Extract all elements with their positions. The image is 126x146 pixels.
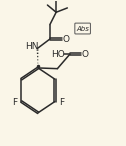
Text: O: O — [63, 34, 70, 44]
Text: F: F — [59, 98, 64, 107]
Text: F: F — [12, 98, 17, 107]
Text: O: O — [82, 50, 89, 59]
FancyBboxPatch shape — [75, 23, 90, 34]
Text: Abs: Abs — [76, 26, 89, 32]
Text: HN: HN — [25, 42, 39, 52]
Text: HO: HO — [51, 50, 65, 59]
